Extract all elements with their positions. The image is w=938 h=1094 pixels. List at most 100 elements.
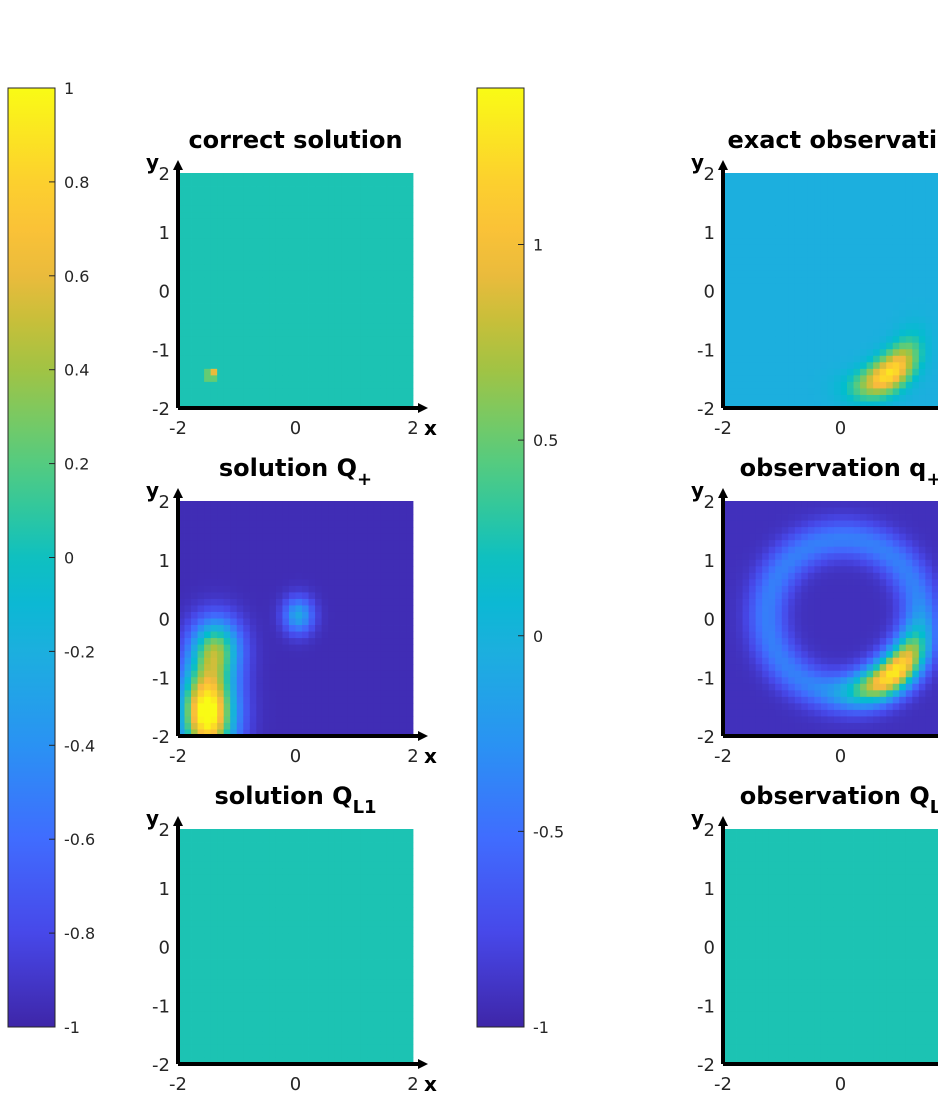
- heatmap-cell: [393, 527, 401, 535]
- heatmap-cell: [341, 546, 349, 554]
- heatmap-cell: [820, 205, 828, 213]
- heatmap-cell: [768, 329, 776, 337]
- heatmap-cell: [729, 690, 737, 698]
- heatmap-cell: [399, 507, 407, 515]
- heatmap-cell: [736, 533, 743, 541]
- heatmap-cell: [275, 264, 283, 272]
- heatmap-cell: [853, 553, 861, 561]
- heatmap-cell: [367, 709, 375, 717]
- heatmap-cell: [328, 323, 336, 331]
- heatmap-cell: [256, 192, 264, 200]
- heatmap-cell: [873, 186, 881, 193]
- heatmap-cell: [288, 394, 296, 402]
- heatmap-cell: [742, 618, 750, 626]
- heatmap-cell: [295, 664, 303, 672]
- heatmap-cell: [788, 283, 796, 291]
- heatmap-cell: [386, 192, 394, 200]
- heatmap-cell: [399, 683, 407, 691]
- heatmap-cell: [833, 342, 841, 350]
- heatmap-cell: [755, 546, 763, 554]
- heatmap-cell: [918, 244, 926, 252]
- heatmap-cell: [853, 231, 861, 239]
- heatmap-cell: [288, 533, 296, 541]
- heatmap-cell: [847, 264, 854, 272]
- heatmap-cell: [873, 592, 881, 600]
- heatmap-cell: [847, 323, 854, 331]
- heatmap-cell: [860, 205, 868, 213]
- heatmap-cell: [354, 238, 362, 246]
- heatmap-cell: [288, 631, 296, 639]
- heatmap-cell: [275, 179, 283, 187]
- heatmap-cell: [749, 572, 757, 580]
- heatmap-cell: [892, 670, 900, 678]
- heatmap-cell: [742, 611, 750, 619]
- heatmap-cell: [399, 514, 407, 521]
- heatmap-cell: [295, 310, 303, 318]
- heatmap-cell: [256, 394, 264, 402]
- heatmap-cell: [373, 729, 381, 737]
- heatmap-cell: [393, 722, 401, 730]
- heatmap-cell: [360, 303, 368, 311]
- heatmap-cell: [288, 179, 296, 187]
- heatmap-cell: [873, 722, 881, 730]
- heatmap-cell: [905, 212, 913, 220]
- heatmap-cell: [814, 283, 822, 291]
- heatmap-cell: [406, 546, 414, 554]
- heatmap-cell: [775, 297, 783, 304]
- heatmap-cell: [794, 592, 802, 600]
- heatmap-cell: [197, 559, 205, 567]
- heatmap-cell: [749, 316, 757, 324]
- heatmap-cell: [236, 585, 244, 593]
- heatmap-cell: [184, 251, 192, 259]
- heatmap-cell: [204, 618, 212, 626]
- heatmap-cell: [794, 514, 802, 521]
- heatmap-cell: [399, 205, 407, 213]
- heatmap-cell: [347, 186, 355, 193]
- heatmap-cell: [749, 375, 757, 383]
- heatmap-cell: [288, 605, 296, 613]
- heatmap-cell: [256, 323, 264, 331]
- heatmap-cell: [236, 336, 244, 344]
- heatmap-cell: [302, 179, 309, 187]
- heatmap-cell: [736, 553, 743, 561]
- heatmap-cell: [775, 677, 783, 685]
- heatmap-cell: [742, 520, 750, 528]
- heatmap-cell: [729, 244, 737, 252]
- heatmap-cell: [762, 310, 770, 318]
- heatmap-cell: [814, 179, 822, 187]
- heatmap-cell: [341, 579, 349, 587]
- heatmap-cell: [827, 527, 835, 535]
- heatmap-cell: [892, 394, 900, 402]
- heatmap-cell: [899, 303, 907, 311]
- heatmap-cell: [794, 277, 802, 285]
- heatmap-cell: [393, 297, 401, 304]
- heatmap-cell: [860, 572, 868, 580]
- heatmap-cell: [197, 251, 205, 259]
- heatmap-cell: [354, 579, 362, 587]
- heatmap-cell: [308, 342, 316, 350]
- heatmap-cell: [334, 277, 342, 285]
- heatmap-cell: [801, 316, 809, 324]
- heatmap-cell: [282, 388, 290, 396]
- heatmap-cell: [256, 598, 264, 606]
- heatmap-cell: [899, 264, 907, 272]
- heatmap-cell: [788, 533, 796, 541]
- heatmap-cell: [347, 238, 355, 246]
- heatmap-cell: [742, 238, 750, 246]
- heatmap-cell: [223, 579, 231, 587]
- heatmap-cell: [373, 722, 381, 730]
- heatmap-cell: [820, 559, 828, 567]
- heatmap-cell: [347, 199, 355, 207]
- heatmap-cell: [879, 336, 887, 344]
- heatmap-cell: [847, 336, 854, 344]
- heatmap-cell: [217, 212, 225, 220]
- heatmap-cell: [762, 173, 770, 180]
- heatmap-cell: [380, 303, 388, 311]
- heatmap-cell: [249, 546, 257, 554]
- heatmap-cell: [223, 303, 231, 311]
- heatmap-cell: [373, 507, 381, 515]
- heatmap-cell: [380, 362, 388, 370]
- heatmap-cell: [334, 507, 342, 515]
- heatmap-cell: [341, 644, 349, 652]
- heatmap-cell: [768, 527, 776, 535]
